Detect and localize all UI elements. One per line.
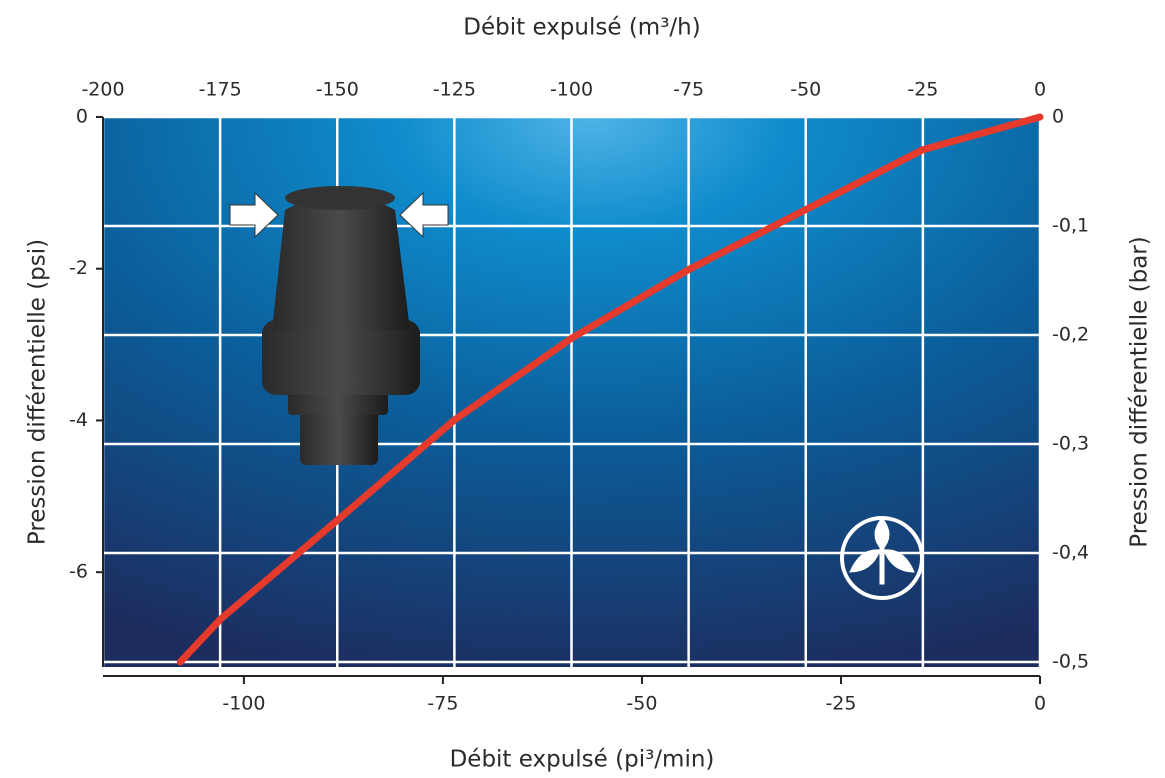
y-tick-label: 0 (76, 106, 88, 128)
y2-tick-label: -0,1 (1052, 215, 1089, 237)
x2-tick-label: -100 (550, 79, 593, 101)
data-line (176, 113, 1044, 666)
x2-tick-label: -50 (790, 79, 821, 101)
x-tick-label: -100 (222, 693, 265, 715)
x-tick-label: -25 (825, 693, 856, 715)
product-illustration (229, 186, 449, 465)
x2-tick-label: -125 (433, 79, 476, 101)
y2-tick-label: 0 (1052, 106, 1064, 128)
x2-tick-label: -150 (316, 79, 359, 101)
x2-tick-label: 0 (1034, 79, 1046, 101)
y2-axis-title: Pression différentielle (bar) (1127, 236, 1153, 547)
chart-title: Débit expulsé (m³/h) (463, 15, 700, 41)
x2-tick-label: -25 (907, 79, 938, 101)
y2-tick-label: -0,4 (1052, 542, 1089, 564)
logo (840, 516, 924, 600)
y2-tick-label: -0,3 (1052, 433, 1089, 455)
y-axis-title: Pression différentielle (psi) (25, 239, 51, 545)
y2-tick-label: -0,5 (1052, 651, 1089, 673)
y-tick-label: -2 (69, 257, 88, 279)
y-tick-label: -6 (69, 561, 88, 583)
x-tick-label: 0 (1034, 693, 1046, 715)
y2-tick-label: -0,2 (1052, 324, 1089, 346)
x-tick-label: -75 (427, 693, 458, 715)
x-tick-label: -50 (626, 693, 657, 715)
x2-tick-label: -200 (81, 79, 124, 101)
x2-tick-label: -175 (199, 79, 242, 101)
x-axis-title: Débit expulsé (pi³/min) (450, 747, 715, 773)
x2-tick-label: -75 (673, 79, 704, 101)
y-tick-label: -4 (69, 409, 88, 431)
